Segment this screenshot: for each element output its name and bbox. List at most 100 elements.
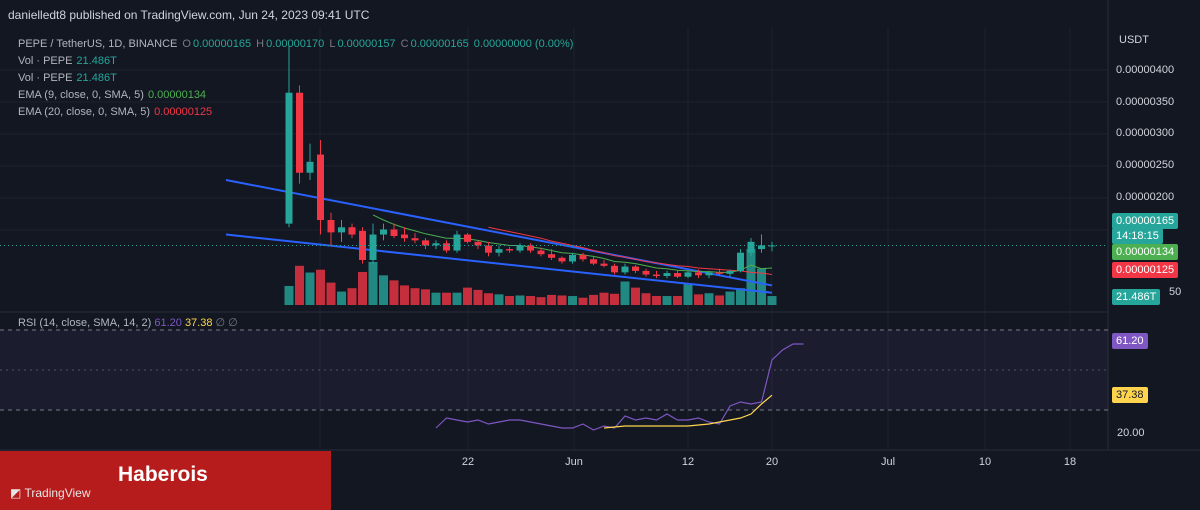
banner-text: Haberois: [118, 463, 208, 486]
volume-label: Vol · PEPE: [18, 72, 73, 84]
volume-bar: [725, 291, 735, 305]
candle-body: [747, 241, 755, 253]
candle-body: [674, 273, 681, 277]
candle-body: [642, 270, 650, 275]
rsi-ma-line: [603, 394, 773, 429]
ema9-value: 0.00000134: [147, 89, 207, 101]
candle-body: [464, 234, 471, 242]
volume-bar: [715, 295, 724, 305]
volume-bar: [610, 293, 619, 305]
low-value: 0.00000157: [337, 38, 396, 50]
rsi-tick: 20.00: [1117, 427, 1145, 439]
candle-body: [600, 263, 608, 266]
candle-body: [569, 254, 576, 262]
volume-bar: [557, 295, 567, 305]
volume-bar: [526, 296, 535, 305]
volume-bar: [431, 292, 441, 305]
rsi-label: RSI (14, close, SMA, 14, 2): [18, 317, 152, 329]
candle-body: [705, 272, 713, 276]
candle-body: [663, 273, 671, 276]
candle-body: [432, 243, 440, 246]
rsi-extra: ∅ ∅: [215, 317, 238, 329]
ema9-legend[interactable]: EMA (9, close, 0, SMA, 5) 0.00000134: [18, 89, 206, 101]
volume-bar: [379, 275, 388, 305]
candle-body: [684, 272, 692, 277]
volume-bar: [599, 292, 609, 305]
volume-badge: 21.486T: [1112, 289, 1161, 305]
candle-body: [348, 227, 356, 235]
volume-bar: [347, 288, 357, 305]
candle-body: [390, 229, 398, 236]
rsi-ma-value: 37.38: [184, 317, 213, 329]
candle-body: [306, 161, 314, 173]
volume-bar: [389, 280, 399, 305]
candle-body: [453, 234, 461, 251]
countdown-badge: 14:18:15: [1112, 228, 1163, 244]
volume-bar: [442, 292, 451, 305]
candle-body: [516, 245, 524, 251]
ema20-value: 0.00000125: [154, 106, 213, 118]
ema9-label: EMA (9, close, 0, SMA, 5): [18, 89, 144, 101]
volume-value: 21.486T: [76, 72, 117, 84]
volume-bar: [736, 288, 745, 305]
volume-bar: [452, 292, 462, 305]
price-unit: USDT: [1119, 34, 1149, 46]
symbol-label[interactable]: PEPE / TetherUS, 1D, BINANCE: [18, 38, 178, 50]
volume-bar: [421, 289, 430, 305]
candle-body: [296, 92, 303, 173]
open-value: 0.00000165: [192, 38, 252, 50]
candle-body: [485, 245, 492, 253]
trendline: [225, 233, 773, 294]
volume-bar: [589, 294, 598, 305]
volume-bar: [631, 287, 640, 305]
price-tick: 0.00000250: [1116, 159, 1175, 171]
candle-body: [737, 252, 744, 271]
volume-bar: [547, 294, 556, 305]
candle-body: [338, 227, 345, 233]
volume-bar: [578, 297, 588, 305]
time-tick: 10: [978, 456, 992, 468]
volume-bar: [284, 285, 294, 305]
time-tick: Jun: [565, 456, 583, 468]
candle-body: [611, 265, 618, 273]
ema9-badge: 0.00000134: [1112, 244, 1179, 260]
volume-bar: [568, 296, 577, 305]
volume-bar: [505, 296, 514, 305]
candle-body: [474, 241, 482, 246]
watermark-banner: [0, 451, 331, 510]
low-label: L: [329, 38, 336, 50]
rsi-badge: 61.20: [1112, 333, 1148, 349]
volume-legend-2[interactable]: Vol · PEPE 21.486T: [18, 72, 117, 84]
volume-bar: [704, 293, 714, 305]
candle-body: [716, 272, 723, 274]
volume-bar: [641, 293, 651, 305]
tradingview-logo[interactable]: ◩ TradingView: [10, 486, 91, 500]
volume-bar: [305, 272, 315, 305]
volume-bar: [620, 281, 630, 305]
candle-body: [758, 245, 765, 250]
volume-bar: [683, 284, 693, 305]
candle-body: [411, 238, 419, 241]
rsi-ma-badge: 37.38: [1112, 387, 1148, 403]
rsi-legend[interactable]: RSI (14, close, SMA, 14, 2) 61.20 37.38 …: [18, 316, 238, 329]
time-tick: Jul: [880, 456, 896, 468]
price-tick: 0.00000200: [1116, 191, 1175, 203]
volume-bar: [473, 289, 483, 305]
time-tick: 22: [461, 456, 475, 468]
candle-body: [632, 266, 639, 271]
candle-body: [590, 259, 597, 264]
volume-value: 21.486T: [76, 55, 117, 67]
trendline: [225, 179, 773, 287]
price-tick: 0.00000400: [1116, 64, 1175, 76]
volume-bar: [410, 288, 420, 305]
candle-body: [327, 220, 335, 233]
high-label: H: [256, 38, 265, 50]
volume-bar: [515, 295, 525, 305]
candle-body: [653, 274, 660, 276]
volume-legend-1[interactable]: Vol · PEPE 21.486T: [18, 55, 117, 67]
candle-body: [369, 234, 377, 260]
volume-bar: [337, 291, 346, 305]
close-value: 0.00000165: [410, 38, 469, 50]
ema20-legend[interactable]: EMA (20, close, 0, SMA, 5) 0.00000125: [18, 106, 212, 118]
volume-bar: [358, 271, 367, 305]
